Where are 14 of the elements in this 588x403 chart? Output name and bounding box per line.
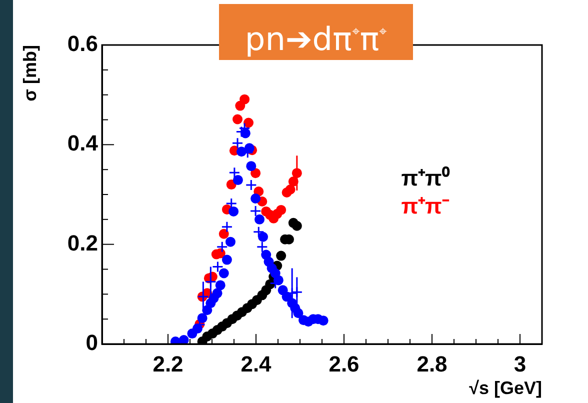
text: π⁺π⁻ [401,194,450,219]
x-tick-label: 2.8 [416,351,448,376]
y-axis-title: σ [mb] [20,45,40,102]
chart-title: pn➔dπ$^{⌖}$π$^{⌖}$ [219,4,413,60]
x-tick-label: 2.4 [240,351,272,376]
x-tick-label: 2.6 [328,351,360,376]
y-tick-label: 0.4 [67,130,99,156]
x-axis-title: √s [GeV] [469,378,542,398]
x-tick-label: 2.2 [152,351,184,376]
y-tick-label: 0 [86,330,98,356]
x-tick-label: 3 [514,351,526,376]
y-tick-label: 0.2 [67,230,98,256]
y-tick-label: 0.6 [67,31,98,56]
text: π⁺π⁰ [401,166,450,191]
